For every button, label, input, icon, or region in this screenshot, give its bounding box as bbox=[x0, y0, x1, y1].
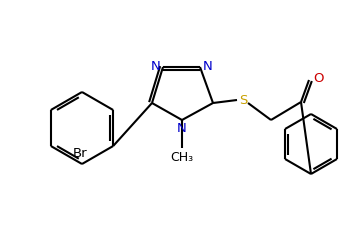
Text: N: N bbox=[203, 60, 213, 74]
Text: S: S bbox=[239, 94, 247, 106]
Text: O: O bbox=[313, 71, 324, 84]
Text: CH₃: CH₃ bbox=[170, 151, 194, 164]
Text: N: N bbox=[177, 122, 187, 135]
Text: N: N bbox=[150, 60, 160, 74]
Text: Br: Br bbox=[73, 147, 87, 160]
